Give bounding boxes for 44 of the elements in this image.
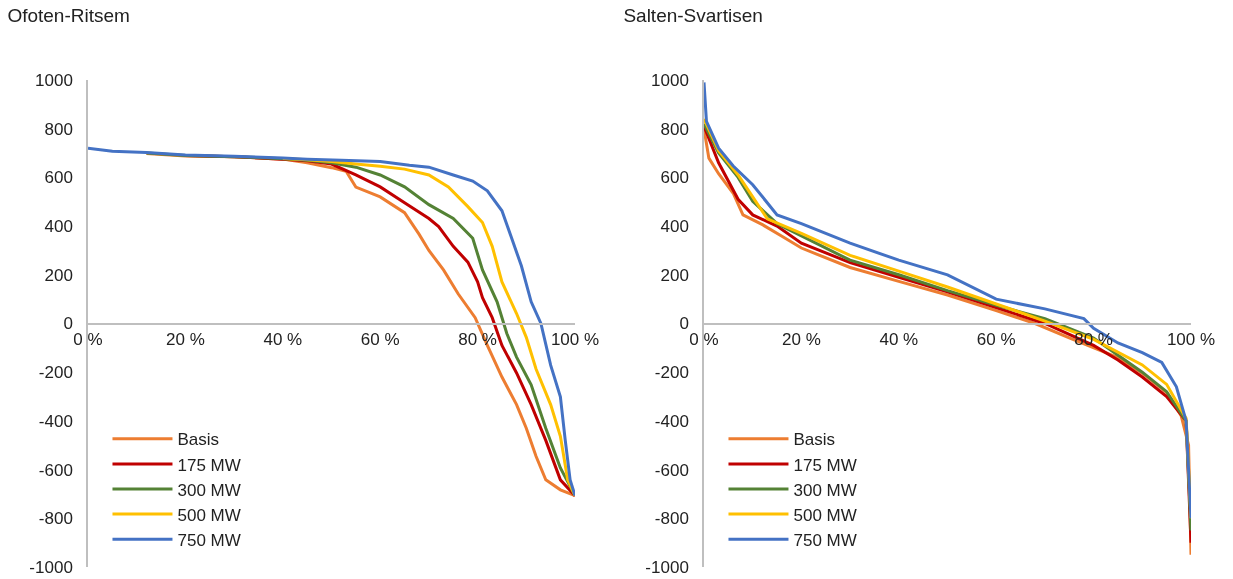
y-tick-label: 400: [44, 217, 73, 237]
y-tick-label: 600: [44, 168, 73, 188]
y-tick-label: 800: [660, 119, 689, 139]
y-tick-label: 200: [44, 265, 73, 285]
chart-title: Salten-Svartisen: [623, 4, 763, 26]
y-tick-label: -800: [38, 509, 73, 529]
x-tick-label: 60 %: [360, 329, 400, 349]
legend-label: Basis: [177, 430, 220, 450]
x-tick-label: 20 %: [782, 329, 821, 349]
y-tick-label: -200: [654, 363, 689, 383]
y-tick-label: 200: [660, 265, 689, 285]
x-tick-label: 20 %: [166, 329, 205, 349]
y-tick-label: -400: [38, 411, 73, 431]
legend-label: 175 MW: [793, 455, 857, 475]
x-tick-label: 100 %: [550, 329, 600, 349]
x-tick-label: 0 %: [73, 329, 103, 349]
y-tick-label: -1000: [645, 557, 689, 577]
x-tick-label: 40 %: [879, 329, 919, 349]
y-tick-label: 1000: [651, 70, 689, 90]
legend-label: 300 MW: [793, 480, 857, 500]
legend-label: Basis: [793, 430, 836, 450]
y-tick-label: 800: [44, 119, 73, 139]
x-tick-label: 100 %: [1166, 329, 1216, 349]
y-tick-label: 1000: [35, 70, 73, 90]
legend-label: 300 MW: [177, 480, 241, 500]
legend-label: 500 MW: [793, 505, 857, 525]
legend-label: 750 MW: [177, 530, 241, 550]
legend-label: 175 MW: [177, 455, 241, 475]
legend-label: 750 MW: [793, 530, 857, 550]
x-tick-label: 0 %: [689, 329, 719, 349]
y-tick-label: -1000: [29, 557, 73, 577]
y-tick-label: 0: [679, 314, 689, 334]
x-tick-label: 40 %: [263, 329, 303, 349]
x-tick-label: 60 %: [976, 329, 1016, 349]
legend-label: 500 MW: [177, 505, 241, 525]
chart-title: Ofoten-Ritsem: [7, 4, 130, 26]
y-tick-label: -600: [38, 460, 73, 480]
y-tick-label: -400: [654, 411, 689, 431]
y-tick-label: 0: [63, 314, 73, 334]
y-tick-label: -600: [654, 460, 689, 480]
y-tick-label: -200: [38, 363, 73, 383]
y-tick-label: 400: [660, 217, 689, 237]
y-tick-label: 600: [660, 168, 689, 188]
y-tick-label: -800: [654, 509, 689, 529]
